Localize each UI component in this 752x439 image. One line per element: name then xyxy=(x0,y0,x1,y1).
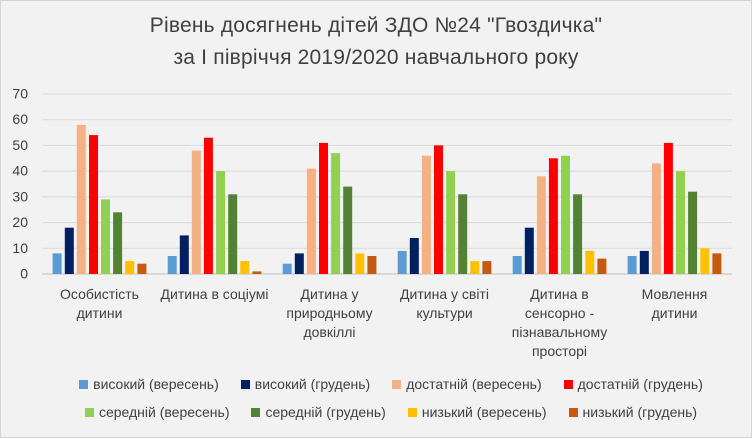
bar-7-4 xyxy=(470,261,480,274)
bar-6-4 xyxy=(458,194,468,274)
legend-label: достатній (вересень) xyxy=(406,376,542,392)
bar-6-6 xyxy=(688,191,698,274)
bar-3-2 xyxy=(191,150,201,274)
legend-item: низький (вересень) xyxy=(407,404,547,420)
bar-2-2 xyxy=(179,235,189,274)
legend-swatch xyxy=(240,379,250,389)
bar-5-5 xyxy=(561,155,570,274)
x-tick-label: Дитина в соціумі xyxy=(161,286,269,302)
x-tick-label: просторі xyxy=(532,343,587,359)
x-tick-label: Дитина у світі xyxy=(400,286,489,302)
y-tick-label: 10 xyxy=(12,240,28,256)
bar-6-3 xyxy=(343,186,353,274)
bar-1-4 xyxy=(397,250,407,274)
chart-subtitle: за І півріччя 2019/2020 навчального року xyxy=(173,46,579,69)
bar-3-6 xyxy=(651,163,661,274)
bar-8-1 xyxy=(137,263,147,274)
bar-5-2 xyxy=(216,171,226,274)
bar-1-2 xyxy=(167,256,177,274)
legend-swatch xyxy=(79,379,89,389)
legend-label: низький (грудень) xyxy=(582,404,698,420)
y-tick-label: 40 xyxy=(12,163,28,179)
y-tick-label: 50 xyxy=(12,137,28,153)
bar-6-5 xyxy=(573,194,583,274)
chart-title: Рівень досягнень дітей ЗДО №24 "Гвоздичк… xyxy=(149,14,603,37)
legend-item: високий (грудень) xyxy=(240,376,371,392)
bar-8-5 xyxy=(597,258,607,274)
x-tick-label: культури xyxy=(416,305,472,321)
bar-4-1 xyxy=(89,135,98,274)
legend-item: середній (грудень) xyxy=(251,404,386,420)
legend-label: низький (вересень) xyxy=(421,404,547,420)
legend-swatch xyxy=(84,407,94,417)
bar-1-5 xyxy=(512,256,522,274)
bar-2-1 xyxy=(64,227,74,274)
legend-swatch xyxy=(563,379,573,389)
legend-label: високий (вересень) xyxy=(93,376,219,392)
legend-swatch xyxy=(568,407,578,417)
bar-1-6 xyxy=(627,256,637,274)
bar-5-4 xyxy=(446,171,456,274)
legend-swatch xyxy=(407,407,417,417)
bar-4-2 xyxy=(203,137,213,274)
legend-item: високий (вересень) xyxy=(79,376,219,392)
bar-1-3 xyxy=(282,263,292,274)
bar-4-6 xyxy=(663,142,673,274)
y-tick-label: 70 xyxy=(12,86,28,102)
bar-4-5 xyxy=(548,158,558,274)
legend-label: високий (грудень) xyxy=(254,376,371,392)
x-tick-label: Дитина в xyxy=(530,286,588,302)
legend-swatch xyxy=(392,379,402,389)
bar-8-6 xyxy=(712,253,722,274)
bar-4-3 xyxy=(319,142,328,274)
y-tick-label: 60 xyxy=(12,111,28,127)
bar-8-4 xyxy=(482,261,492,274)
x-tick-label: природньому xyxy=(286,305,372,321)
bar-2-3 xyxy=(294,253,304,274)
bar-7-3 xyxy=(355,253,365,274)
bar-6-2 xyxy=(228,194,238,274)
legend-item: низький (грудень) xyxy=(568,404,698,420)
bar-1-1 xyxy=(52,253,62,274)
x-tick-label: сенсорно - xyxy=(525,305,595,321)
x-tick-label: пізнавальному xyxy=(512,324,607,340)
bar-3-3 xyxy=(306,168,316,274)
bar-5-1 xyxy=(101,199,110,274)
y-tick-label: 30 xyxy=(12,188,28,204)
bar-5-3 xyxy=(331,153,341,274)
x-tick-label: довкіллі xyxy=(303,324,355,340)
bar-7-5 xyxy=(585,250,595,274)
bar-3-4 xyxy=(421,155,431,274)
legend-item: достатній (грудень) xyxy=(563,376,703,392)
bar-7-1 xyxy=(125,261,135,274)
bar-5-6 xyxy=(676,171,685,274)
legend-label: середній (грудень) xyxy=(265,404,386,420)
x-tick-label: дитини xyxy=(77,305,123,321)
bar-8-3 xyxy=(367,256,377,274)
y-tick-label: 0 xyxy=(20,266,28,282)
bar-2-6 xyxy=(639,250,649,274)
legend-label: достатній (грудень) xyxy=(577,376,703,392)
bar-8-2 xyxy=(252,271,262,274)
x-tick-label: Мовлення xyxy=(642,286,708,302)
x-tick-label: дитини xyxy=(652,305,698,321)
bar-3-1 xyxy=(76,124,86,275)
legend-swatch xyxy=(251,407,261,417)
bar-7-6 xyxy=(700,248,710,274)
bar-2-5 xyxy=(524,227,534,274)
legend-item: середній (вересень) xyxy=(84,404,230,420)
x-tick-label: Дитина у xyxy=(301,286,359,302)
y-tick-label: 20 xyxy=(12,214,28,230)
legend-label: середній (вересень) xyxy=(98,404,230,420)
legend-item: достатній (вересень) xyxy=(392,376,542,392)
bar-7-2 xyxy=(240,261,250,274)
bar-2-4 xyxy=(409,238,419,274)
bar-4-4 xyxy=(434,145,443,274)
x-tick-label: Особистість xyxy=(60,286,139,302)
bar-3-5 xyxy=(536,176,546,274)
bar-6-1 xyxy=(113,212,123,274)
